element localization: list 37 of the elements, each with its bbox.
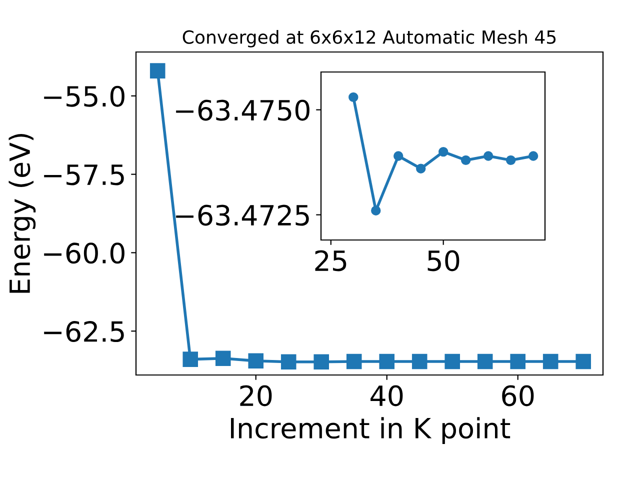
point [379, 354, 394, 370]
y-axis-title: Energy (eV) [8, 134, 36, 293]
x-tick-label: 60 [502, 385, 534, 406]
x-tick-label: 20 [240, 385, 272, 406]
point [506, 155, 516, 166]
point [444, 354, 460, 370]
x-tick-label: 50 [428, 250, 460, 272]
point [280, 354, 296, 370]
chart-title: Converged at 6x6x12 Automatic Mesh 45 [182, 30, 556, 48]
point [576, 354, 591, 370]
point [394, 151, 404, 161]
point [416, 164, 426, 174]
y-tick-label: −62.5 [44, 321, 124, 342]
y-tick-label: −60.0 [44, 242, 124, 264]
point [477, 354, 493, 370]
point [371, 206, 381, 216]
point [182, 352, 198, 367]
point [314, 354, 329, 370]
point [438, 146, 448, 157]
x-axis-title: Increment in K point [230, 417, 510, 444]
point [542, 354, 558, 370]
x-tick-label: 40 [370, 385, 403, 406]
point [528, 151, 538, 161]
point [346, 354, 362, 370]
y-tick-label: −57.5 [44, 164, 124, 186]
point [510, 354, 526, 370]
point [483, 151, 494, 161]
x-tick-label: 25 [315, 250, 346, 272]
y-tick-label: −63.4725 [176, 204, 309, 226]
y-tick-label: −63.4750 [176, 100, 310, 121]
point [348, 92, 358, 102]
point [460, 155, 471, 166]
y-tick-label: −55.0 [44, 86, 124, 107]
point [215, 350, 231, 366]
point [248, 353, 264, 369]
point [150, 63, 166, 78]
point [412, 354, 428, 370]
